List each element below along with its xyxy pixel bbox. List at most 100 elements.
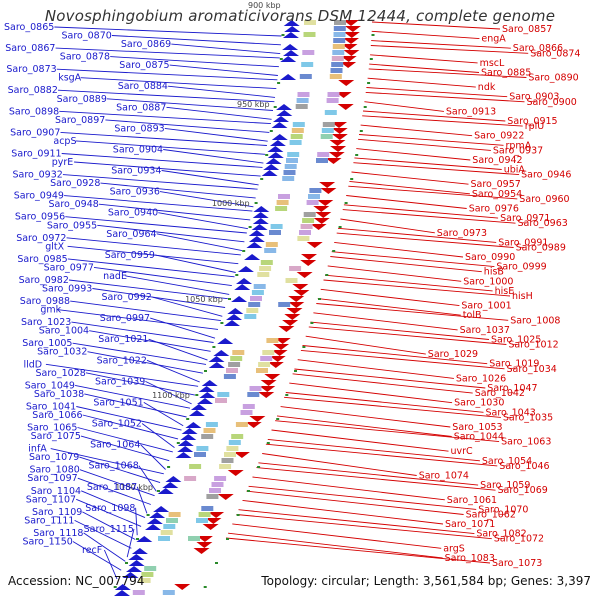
reverse-leader-line [324,274,493,292]
forward-gene-arrow [213,350,230,356]
reverse-gene-arrow [341,44,358,50]
reverse-feature-block [334,20,346,25]
forward-gene-arrow [197,398,213,404]
forward-gene-label: Saro_0869 [121,39,171,50]
forward-gene-arrow [177,440,194,446]
forward-leader-line [89,330,211,352]
forward-leader-line [135,507,138,536]
reverse-leader-line [360,124,473,137]
forward-gene-label: Saro_0904 [113,145,163,156]
reverse-feature-block [332,44,345,49]
tick-mark [363,106,367,108]
reverse-leader-line [337,227,497,243]
forward-leader-line [148,338,208,361]
reverse-gene-label: Saro_1019 [489,359,539,370]
reverse-gene-arrow [300,260,317,266]
reverse-gene-label: Saro_0946 [521,170,571,181]
forward-gene-arrow [177,446,194,452]
forward-leader-line [74,519,132,549]
reverse-gene-label: Saro_1042 [475,388,525,399]
forward-gene-arrow [280,56,297,62]
forward-gene-label: Saro_1118 [33,528,83,539]
forward-gene-arrow [190,404,207,410]
reverse-gene-label: Saro_1073 [492,558,542,569]
forward-leader-line [151,296,223,317]
forward-feature-block [250,296,262,301]
reverse-feature-block [320,134,333,139]
reverse-leader-line [323,279,511,297]
reverse-leader-line [370,54,478,64]
forward-leader-line [81,490,146,519]
reverse-leader-line [225,537,491,564]
forward-gene-arrow [136,536,153,542]
forward-leader-line [77,427,173,453]
reverse-gene-arrow [196,536,213,542]
forward-gene-label: recF [82,545,102,556]
reverse-gene-arrow [313,218,330,224]
forward-gene-arrow [271,122,288,128]
forward-feature-block [232,350,245,355]
reverse-gene-arrow [227,470,244,476]
reverse-leader-line [292,373,473,394]
tick-mark [226,538,229,540]
reverse-gene-arrow [288,302,305,308]
forward-gene-label: Saro_1049 [25,380,75,391]
reverse-gene-arrow [233,452,250,458]
reverse-gene-arrow [301,254,317,260]
reverse-gene-arrow [208,512,225,518]
forward-gene-label: Saro_1039 [95,376,145,387]
tick-mark [242,250,246,252]
feature-tracks [113,20,375,596]
reverse-leader-line [256,467,496,491]
reverse-gene-label: Saro_0976 [469,204,519,215]
reverse-feature-block [249,386,262,391]
forward-leader-line [56,68,278,81]
reverse-leader-line [252,476,445,501]
forward-feature-block [205,422,218,427]
reverse-gene-arrow [296,272,313,278]
reverse-feature-block [228,440,241,445]
reverse-gene-arrow [317,200,334,206]
forward-leader-line [166,106,272,120]
reverse-feature-block [333,32,346,37]
forward-feature-block [194,452,206,457]
reverse-leader-line [353,162,520,176]
reverse-gene-arrow [344,26,361,32]
reverse-gene-arrow [282,320,299,326]
reverse-leader-line [343,204,499,219]
forward-gene-arrow [283,50,299,56]
forward-gene-arrow [128,554,145,560]
reverse-leader-line [370,45,529,54]
reverse-leader-line [349,180,470,195]
reverse-leader-line [369,63,480,73]
forward-gene-arrow [244,254,261,260]
forward-feature-block [259,266,272,271]
forward-gene-arrow [282,32,299,38]
reverse-gene-arrow [343,20,359,26]
forward-gene-label: Saro_1109 [32,507,82,518]
reverse-gene-label: Saro_1072 [494,534,544,545]
forward-feature-block [296,98,309,103]
forward-gene-label: Saro_1032 [37,347,87,358]
reverse-gene-label: Saro_0960 [519,194,569,205]
forward-gene-label: Saro_1080 [30,465,80,476]
forward-feature-block [269,230,281,235]
forward-gene-label: Saro_0992 [102,292,152,303]
forward-leader-line [98,203,251,221]
forward-gene-arrow [149,512,166,518]
forward-gene-arrow [146,518,163,524]
forward-leader-line [168,85,276,98]
reverse-gene-label: Saro_0913 [446,106,496,117]
forward-gene-label: Saro_0893 [114,123,164,134]
reverse-gene-label: Saro_1071 [445,519,495,530]
forward-feature-block [304,20,316,25]
forward-gene-label: Saro_0867 [5,43,55,54]
forward-gene-arrow [276,110,293,116]
forward-feature-block [226,368,238,373]
reverse-gene-label: hisH [512,291,533,302]
forward-leader-line [140,444,166,470]
forward-gene-arrow [263,164,280,170]
reverse-leader-line [305,335,426,355]
reverse-leader-line [362,110,506,122]
tick-mark [113,586,117,588]
